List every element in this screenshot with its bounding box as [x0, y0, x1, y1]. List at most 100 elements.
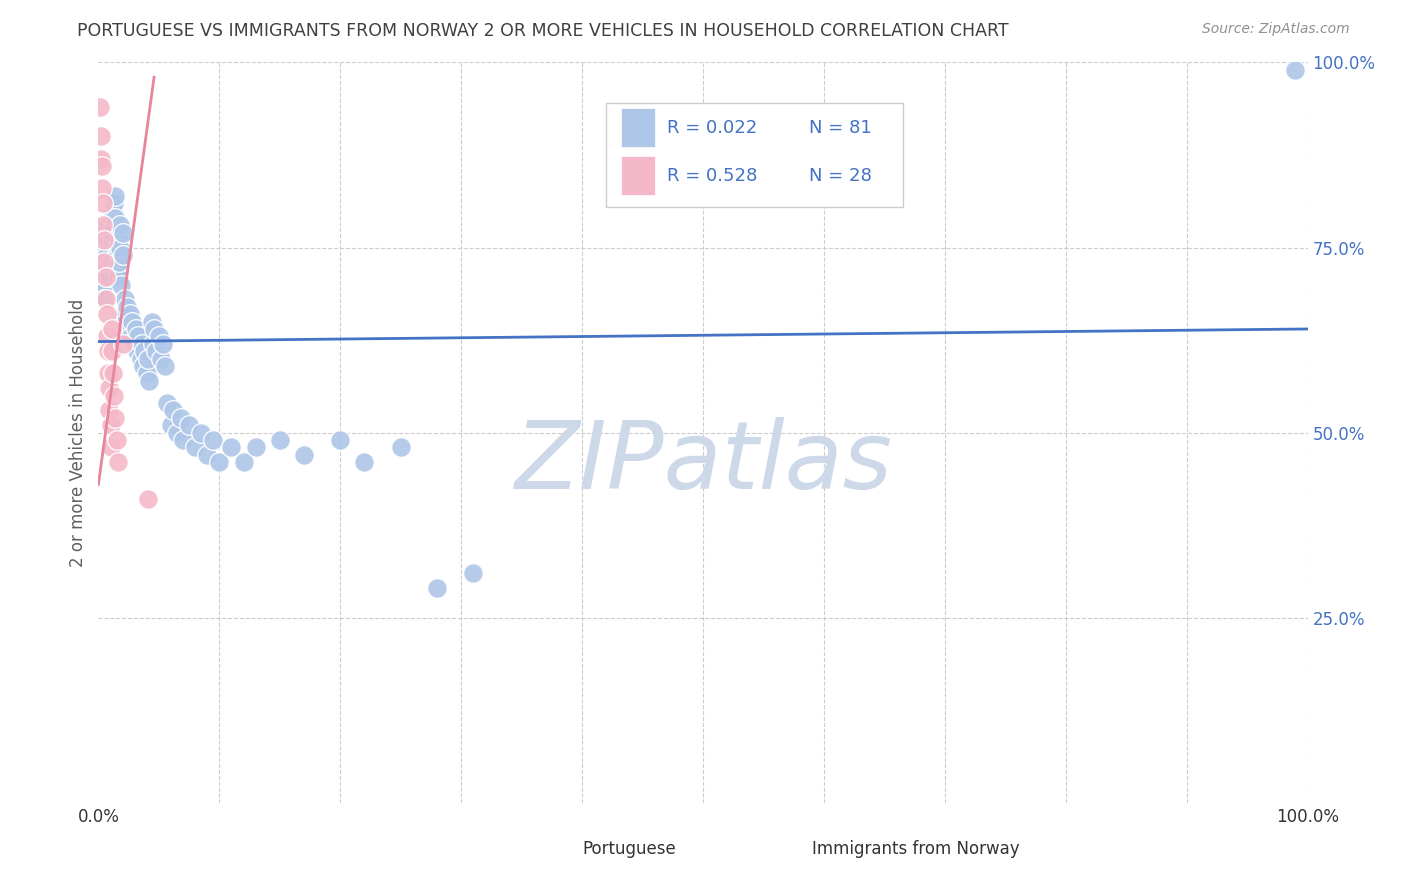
Point [143, 322, 166, 336]
Point [108, 255, 131, 269]
Point [136, 492, 159, 507]
Point [134, 344, 156, 359]
Point [169, 410, 191, 425]
Point [463, 566, 485, 581]
Point [105, 433, 128, 447]
Point [117, 300, 139, 314]
Point [100, 211, 122, 225]
Point [156, 396, 179, 410]
Point [245, 441, 267, 455]
Text: N = 28: N = 28 [810, 167, 872, 185]
Text: Portuguese: Portuguese [582, 840, 676, 858]
Point [124, 336, 146, 351]
Point [101, 226, 124, 240]
Point [110, 277, 132, 292]
Point [93, 240, 115, 255]
Point [166, 425, 188, 440]
Point [94, 293, 117, 307]
Point [111, 248, 134, 262]
Point [112, 307, 135, 321]
Point [329, 433, 352, 447]
Point [202, 433, 225, 447]
Point [90, 152, 112, 166]
Point [94, 270, 117, 285]
Text: ZIPatlas: ZIPatlas [515, 417, 891, 508]
Point [179, 418, 201, 433]
Point [94, 233, 117, 247]
Point [150, 351, 173, 366]
Point [91, 277, 114, 292]
Point [190, 425, 212, 440]
Point [111, 336, 134, 351]
Point [221, 441, 243, 455]
Point [145, 344, 167, 359]
Text: N = 81: N = 81 [810, 119, 872, 136]
Point [100, 344, 122, 359]
Text: Source: ZipAtlas.com: Source: ZipAtlas.com [1202, 22, 1350, 37]
Point [426, 581, 449, 595]
Point [132, 359, 155, 373]
Point [135, 367, 157, 381]
Text: R = 0.528: R = 0.528 [666, 167, 756, 185]
Point [91, 219, 114, 233]
Point [91, 196, 114, 211]
FancyBboxPatch shape [621, 108, 655, 147]
Point [129, 351, 152, 366]
Point [97, 233, 120, 247]
Point [108, 219, 131, 233]
Point [389, 441, 412, 455]
Point [90, 129, 112, 144]
Point [127, 329, 149, 343]
Point [104, 188, 127, 202]
Text: PORTUGUESE VS IMMIGRANTS FROM NORWAY 2 OR MORE VEHICLES IN HOUSEHOLD CORRELATION: PORTUGUESE VS IMMIGRANTS FROM NORWAY 2 O… [77, 22, 1010, 40]
Point [131, 336, 153, 351]
Point [105, 240, 128, 255]
Point [108, 233, 131, 247]
Point [104, 410, 127, 425]
Point [96, 329, 118, 343]
Point [292, 448, 315, 462]
Point [1284, 62, 1306, 77]
Point [353, 455, 375, 469]
Point [101, 367, 124, 381]
Point [107, 455, 129, 469]
Point [98, 381, 121, 395]
Point [107, 270, 129, 285]
Point [96, 248, 118, 262]
Point [100, 441, 122, 455]
Point [103, 388, 125, 402]
Point [100, 233, 122, 247]
Point [138, 374, 160, 388]
Point [153, 359, 176, 373]
Point [208, 455, 231, 469]
Y-axis label: 2 or more Vehicles in Household: 2 or more Vehicles in Household [69, 299, 87, 566]
Point [172, 433, 194, 447]
Point [100, 322, 122, 336]
Point [91, 285, 114, 299]
Point [93, 293, 115, 307]
Point [93, 262, 115, 277]
Point [107, 248, 129, 262]
Point [103, 219, 125, 233]
Point [136, 351, 159, 366]
Point [89, 100, 111, 114]
Point [162, 403, 184, 417]
Point [101, 203, 124, 218]
Point [96, 307, 118, 321]
Text: R = 0.022: R = 0.022 [666, 119, 756, 136]
Point [114, 293, 136, 307]
Point [100, 418, 122, 433]
Point [91, 181, 114, 195]
Point [148, 329, 170, 343]
Point [118, 322, 141, 336]
Point [184, 441, 207, 455]
Point [93, 233, 115, 247]
Point [100, 226, 122, 240]
Point [232, 455, 254, 469]
FancyBboxPatch shape [534, 833, 569, 864]
FancyBboxPatch shape [763, 833, 800, 864]
Point [98, 403, 121, 417]
Point [97, 344, 120, 359]
Point [121, 314, 143, 328]
Point [91, 159, 114, 173]
